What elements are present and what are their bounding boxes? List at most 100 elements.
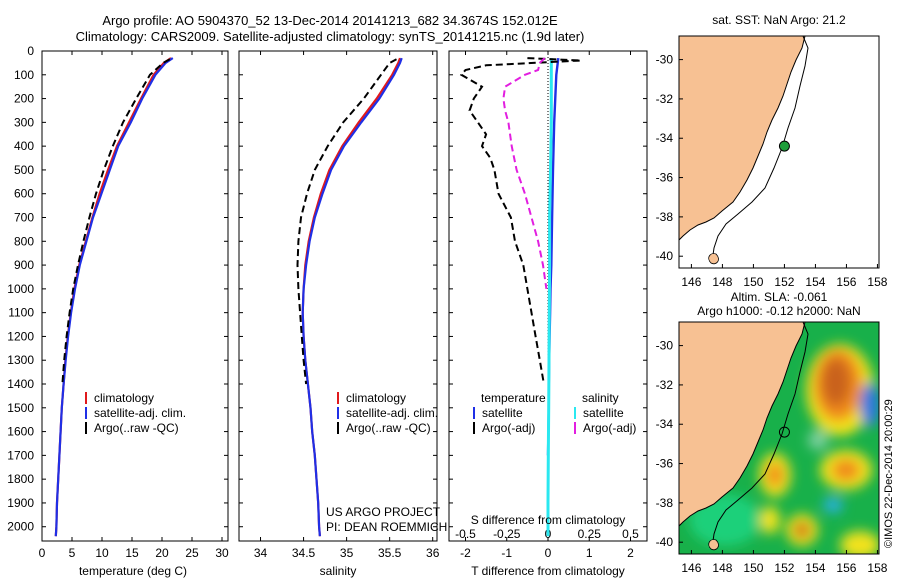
page-title-line-2: Climatology: CARS2009. Satellite-adjuste… (75, 29, 585, 44)
depth-tick-label: 1400 (7, 377, 34, 391)
map-lat-tick-label: -38 (656, 210, 674, 224)
x-tick-label: 0 (39, 546, 46, 560)
s-diff-tick-label: 0.5 (622, 527, 639, 541)
temperature-legend: climatology satellite-adj. clim. Argo(..… (85, 391, 186, 435)
x-tick-label: 2 (627, 546, 634, 560)
map-lat-tick-label: -36 (656, 457, 674, 471)
legend-label-temperature-argo: Argo(-adj) (482, 421, 535, 435)
depth-tick-label: 1000 (7, 282, 34, 296)
s-diff-tick-label: -0.5 (455, 527, 476, 541)
series-line-salinity-satellite (546, 58, 553, 537)
map-lon-tick-label: 148 (712, 275, 732, 289)
depth-tick-label: 800 (14, 234, 34, 248)
legend-label-climatology: climatology (94, 391, 154, 405)
s-difference-axis-label: S difference from climatology (471, 513, 626, 527)
map-lon-tick-label: 152 (774, 561, 794, 575)
pi-annotation: PI: DEAN ROEMMICH (326, 520, 447, 534)
legend-label-argo: Argo(..raw -QC) (94, 421, 179, 435)
series-line-argo-raw-qc- (296, 58, 397, 385)
x-tick-label: 30 (215, 546, 229, 560)
salinity-panel-frame (238, 50, 438, 542)
depth-tick-label: 500 (14, 163, 34, 177)
map-lon-tick-label: 146 (681, 561, 701, 575)
temperature-panel-frame (41, 50, 229, 542)
sst-map-frame (678, 35, 880, 269)
sla-map-frame (678, 321, 880, 555)
map-lat-tick-label: -40 (656, 249, 674, 263)
depth-tick-label: 2000 (7, 520, 34, 534)
depth-tick-label: 600 (14, 187, 34, 201)
map-lon-tick-label: 150 (743, 275, 763, 289)
x-tick-label: 25 (185, 546, 199, 560)
depth-tick-label: 1300 (7, 353, 34, 367)
sla-map-title-2: Argo h1000: -0.12 h2000: NaN (697, 304, 860, 318)
map-lon-tick-label: 150 (743, 561, 763, 575)
page-title-line-1: Argo profile: AO 5904370_52 13-Dec-2014 … (102, 13, 558, 28)
map-lon-tick-label: 154 (805, 561, 825, 575)
legend-label-temperature-satellite: satellite (482, 406, 523, 420)
s-diff-tick-label: 0.25 (578, 527, 602, 541)
depth-tick-label: 1200 (7, 329, 34, 343)
map-lon-tick-label: 156 (836, 561, 856, 575)
depth-tick-label: 1600 (7, 425, 34, 439)
x-tick-label: 0 (545, 546, 552, 560)
depth-tick-label: 1800 (7, 472, 34, 486)
x-tick-label: 34.5 (292, 546, 316, 560)
series-line-temperature-argo-adj- (459, 57, 582, 385)
legend-label-climatology: climatology (346, 391, 406, 405)
depth-tick-label: 300 (14, 115, 34, 129)
map-lon-tick-label: 158 (867, 561, 887, 575)
series-line-argo-raw-qc- (61, 58, 171, 385)
series-line-satellite-adj-clim- (54, 57, 174, 537)
depth-tick-label: 100 (14, 68, 34, 82)
x-tick-label: 35.5 (378, 546, 402, 560)
legend-label-salinity-argo: Argo(-adj) (583, 421, 636, 435)
sst-map: sat. SST: NaN Argo: 21.2 146 148 150 152 154… (656, 13, 888, 289)
series-line-salinity-argo-adj- (502, 57, 548, 290)
map-lat-tick-label: -36 (656, 171, 674, 185)
depth-tick-label: 0 (27, 44, 34, 58)
legend-title-salinity: salinity (582, 391, 619, 405)
map-lat-tick-label: -38 (656, 496, 674, 510)
legend-label-salinity-satellite: satellite (583, 406, 624, 420)
depth-tick-label: 1100 (8, 306, 34, 320)
map-lon-tick-label: 148 (712, 561, 732, 575)
legend-label-satellite-clim: satellite-adj. clim. (346, 406, 438, 420)
sla-map: Altim. SLA: -0.061 Argo h1000: -0.12 h20… (656, 290, 888, 575)
project-annotation: US ARGO PROJECT (326, 505, 441, 519)
map-lat-tick-label: -30 (656, 53, 674, 67)
sla-map-title-1: Altim. SLA: -0.061 (731, 290, 828, 304)
x-tick-label: 36 (426, 546, 440, 560)
x-tick-label: 1 (586, 546, 593, 560)
map-lon-tick-label: 152 (774, 275, 794, 289)
x-tick-label: 35 (340, 546, 354, 560)
t-difference-axis-label: T difference from climatology (471, 564, 625, 578)
map-lon-tick-label: 154 (805, 275, 825, 289)
sst-map-title: sat. SST: NaN Argo: 21.2 (712, 13, 846, 27)
depth-tick-label: 1900 (7, 496, 34, 510)
salinity-legend: climatology satellite-adj. clim. Argo(..… (326, 391, 447, 534)
depth-tick-label: 700 (14, 211, 34, 225)
depth-tick-label: 1500 (7, 401, 34, 415)
x-tick-label: 15 (125, 546, 139, 560)
legend-label-argo: Argo(..raw -QC) (346, 421, 431, 435)
x-tick-label: 34 (254, 546, 268, 560)
difference-legend: temperature satellite Argo(-adj) salinit… (471, 391, 637, 527)
map-lat-tick-label: -32 (656, 92, 674, 106)
legend-label-satellite-clim: satellite-adj. clim. (94, 406, 186, 420)
temperature-axis-label: temperature (deg C) (79, 564, 187, 578)
map-lon-tick-label: 146 (681, 275, 701, 289)
depth-tick-label: 200 (14, 92, 34, 106)
series-line-satellite-adj-clim- (301, 57, 403, 537)
x-tick-label: 10 (95, 546, 109, 560)
map-lat-tick-label: -32 (656, 378, 674, 392)
legend-title-temperature: temperature (481, 391, 546, 405)
map-lat-tick-label: -34 (656, 417, 674, 431)
x-tick-label: 20 (155, 546, 169, 560)
map-lat-tick-label: -30 (656, 339, 674, 353)
map-lat-tick-label: -34 (656, 131, 674, 145)
map-lat-tick-label: -40 (656, 535, 674, 549)
map-lon-tick-label: 158 (867, 275, 887, 289)
argo-float-marker (778, 426, 790, 438)
